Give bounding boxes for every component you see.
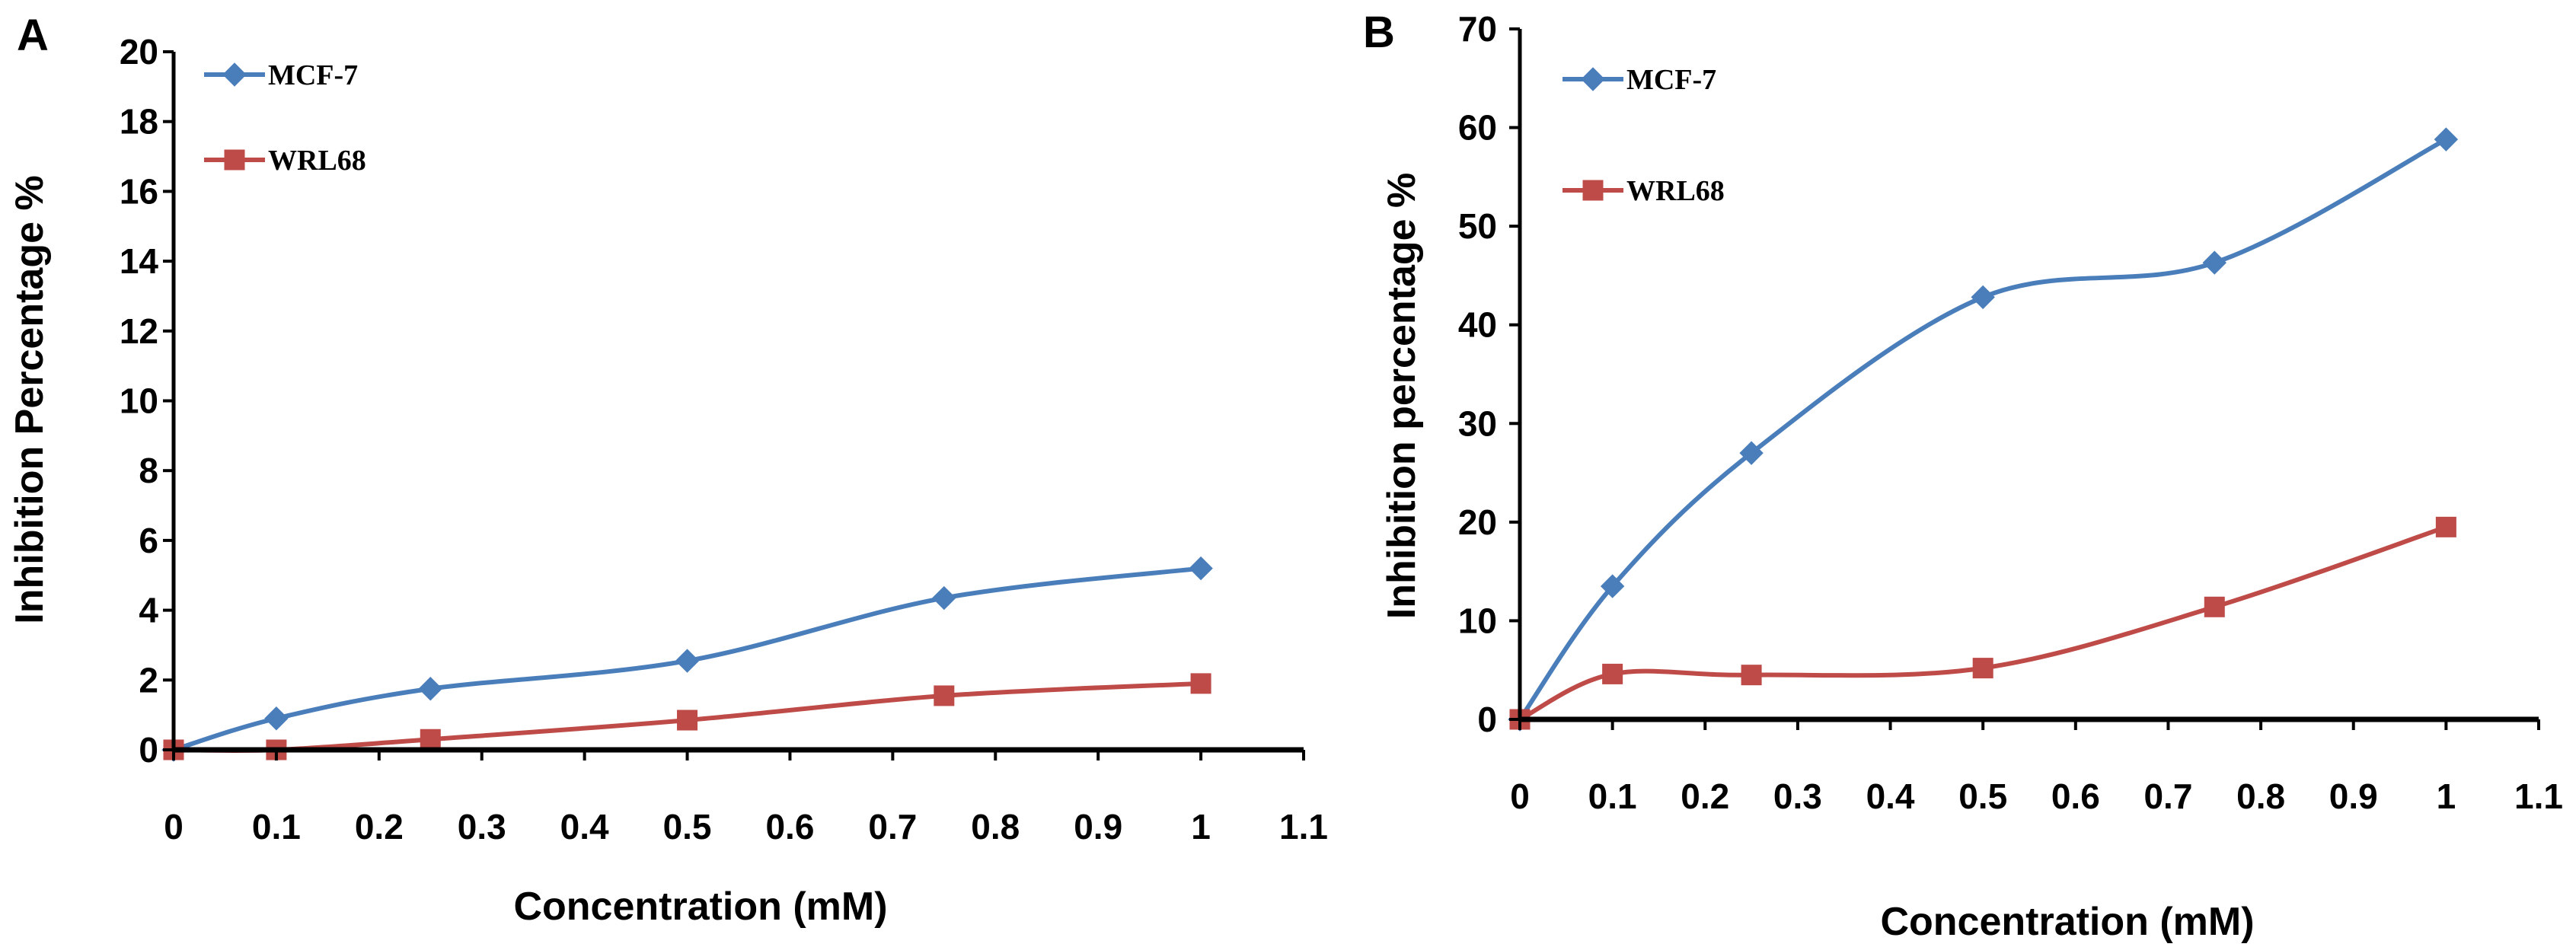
chart-panel-b: B Inhibition percentage % Concentration … [1363, 8, 2563, 944]
chart-panel-a: A Inhibition Percentage % Concentration … [8, 11, 1328, 929]
y-tick-label-a: 18 [120, 102, 158, 142]
y-tick-label-a: 14 [120, 241, 159, 281]
x-tick-label-a: 0.9 [1074, 807, 1122, 847]
data-point-mcf-7-a [932, 585, 956, 611]
data-point-wrl68-a [1190, 673, 1211, 694]
x-tick-label-a: 1.1 [1279, 807, 1328, 847]
legend-label-wrl68-b: WRL68 [1626, 175, 1725, 207]
y-tick-label-b: 30 [1458, 403, 1497, 443]
legend-label-wrl68-a: WRL68 [268, 145, 366, 177]
data-point-mcf-7-b [1600, 574, 1625, 598]
x-tick-label-a: 0 [164, 807, 184, 847]
y-tick-label-a: 8 [139, 451, 158, 490]
y-tick-label-a: 20 [120, 32, 158, 72]
data-point-mcf-7-a [1189, 556, 1213, 581]
x-tick-label-b: 0.2 [1681, 776, 1729, 816]
series-b [1508, 127, 2459, 732]
axes-a: 0 2 4 6 8 10 12 14 16 18 20 0 0.1 0.2 0.3 0.4 0.5 0.6 0.7 0… [120, 32, 1328, 847]
y-tick-label-a: 16 [120, 171, 158, 211]
x-tick-label-a: 0.1 [252, 807, 301, 847]
y-tick-label-a: 2 [139, 660, 158, 700]
y-axis-title-a: Inhibition Percentage % [8, 175, 52, 623]
x-tick-label-a: 0.2 [355, 807, 404, 847]
data-point-wrl68-b [1602, 663, 1623, 684]
x-tick-label-b: 1 [2437, 776, 2456, 816]
legend-marker-wrl68-a [224, 149, 245, 171]
data-point-wrl68-a [420, 729, 441, 750]
data-point-mcf-7-a [264, 706, 289, 731]
y-tick-label-b: 70 [1458, 9, 1497, 49]
y-tick-label-b: 60 [1458, 108, 1497, 148]
x-tick-label-a: 0.5 [663, 807, 712, 847]
panel-letter-b: B [1363, 8, 1395, 57]
y-tick-label-a: 0 [139, 730, 158, 770]
x-tick-label-b: 0.3 [1773, 776, 1822, 816]
x-axis-title-a: Concentration (mM) [513, 885, 887, 929]
data-point-wrl68-b [2435, 516, 2456, 537]
x-tick-label-a: 0.8 [971, 807, 1020, 847]
x-tick-label-b: 0.7 [2143, 776, 2192, 816]
legend-marker-mcf-7-b [1581, 67, 1605, 91]
y-axis-title-b: Inhibition percentage % [1380, 173, 1424, 620]
x-tick-label-b: 0.9 [2329, 776, 2378, 816]
legend-label-mcf-7-b: MCF-7 [1626, 64, 1716, 96]
x-tick-label-b: 0.8 [2236, 776, 2285, 816]
x-tick-label-a: 1 [1191, 807, 1211, 847]
data-point-wrl68-b [1972, 658, 1993, 679]
y-tick-label-b: 50 [1458, 206, 1497, 246]
panel-letter-a: A [17, 11, 49, 60]
data-point-wrl68-b [1741, 665, 1762, 686]
data-point-wrl68-b [2204, 596, 2225, 617]
x-tick-label-b: 0 [1510, 776, 1530, 816]
axes-b: 0 10 20 30 40 50 60 70 0 0.1 0.2 0.3 0.4 0.5 0.6 0.7 0.8… [1458, 9, 2563, 816]
series-line-mcf-7-b [1518, 137, 2449, 722]
data-point-mcf-7-b [1971, 285, 1995, 310]
y-tick-label-a: 10 [120, 381, 158, 421]
y-tick-label-a: 6 [139, 521, 158, 560]
y-tick-label-b: 20 [1458, 502, 1497, 542]
x-tick-label-b: 0.6 [2051, 776, 2100, 816]
series-a [161, 556, 1213, 762]
data-point-wrl68-a [934, 685, 955, 706]
x-tick-label-b: 0.5 [1958, 776, 2007, 816]
data-point-mcf-7-b [2202, 250, 2226, 275]
x-tick-label-a: 0.7 [868, 807, 917, 847]
x-tick-label-b: 1.1 [2514, 776, 2563, 816]
y-tick-label-b: 10 [1458, 601, 1497, 640]
y-tick-label-b: 40 [1458, 305, 1497, 345]
x-tick-label-a: 0.4 [560, 807, 609, 847]
data-point-mcf-7-a [675, 649, 700, 673]
y-tick-label-a: 12 [120, 311, 158, 351]
data-point-mcf-7-b [1739, 441, 1764, 465]
x-tick-label-b: 0.4 [1866, 776, 1915, 816]
data-point-mcf-7-b [2434, 127, 2459, 151]
series-line-wrl68-b [1518, 525, 2449, 722]
data-point-mcf-7-a [418, 677, 442, 701]
data-point-wrl68-a [677, 709, 698, 731]
x-tick-label-a: 0.3 [458, 807, 506, 847]
legend-a: MCF-7 WRL68 [204, 59, 366, 177]
x-tick-label-a: 0.6 [765, 807, 814, 847]
y-tick-label-b: 0 [1477, 700, 1497, 739]
legend-marker-mcf-7-a [222, 62, 247, 87]
legend-label-mcf-7-a: MCF-7 [268, 59, 358, 91]
x-tick-label-b: 0.1 [1588, 776, 1637, 816]
y-tick-label-a: 4 [139, 591, 158, 630]
legend-marker-wrl68-b [1582, 180, 1604, 201]
x-axis-title-b: Concentration (mM) [1880, 900, 2254, 944]
legend-b: MCF-7 WRL68 [1563, 64, 1725, 207]
